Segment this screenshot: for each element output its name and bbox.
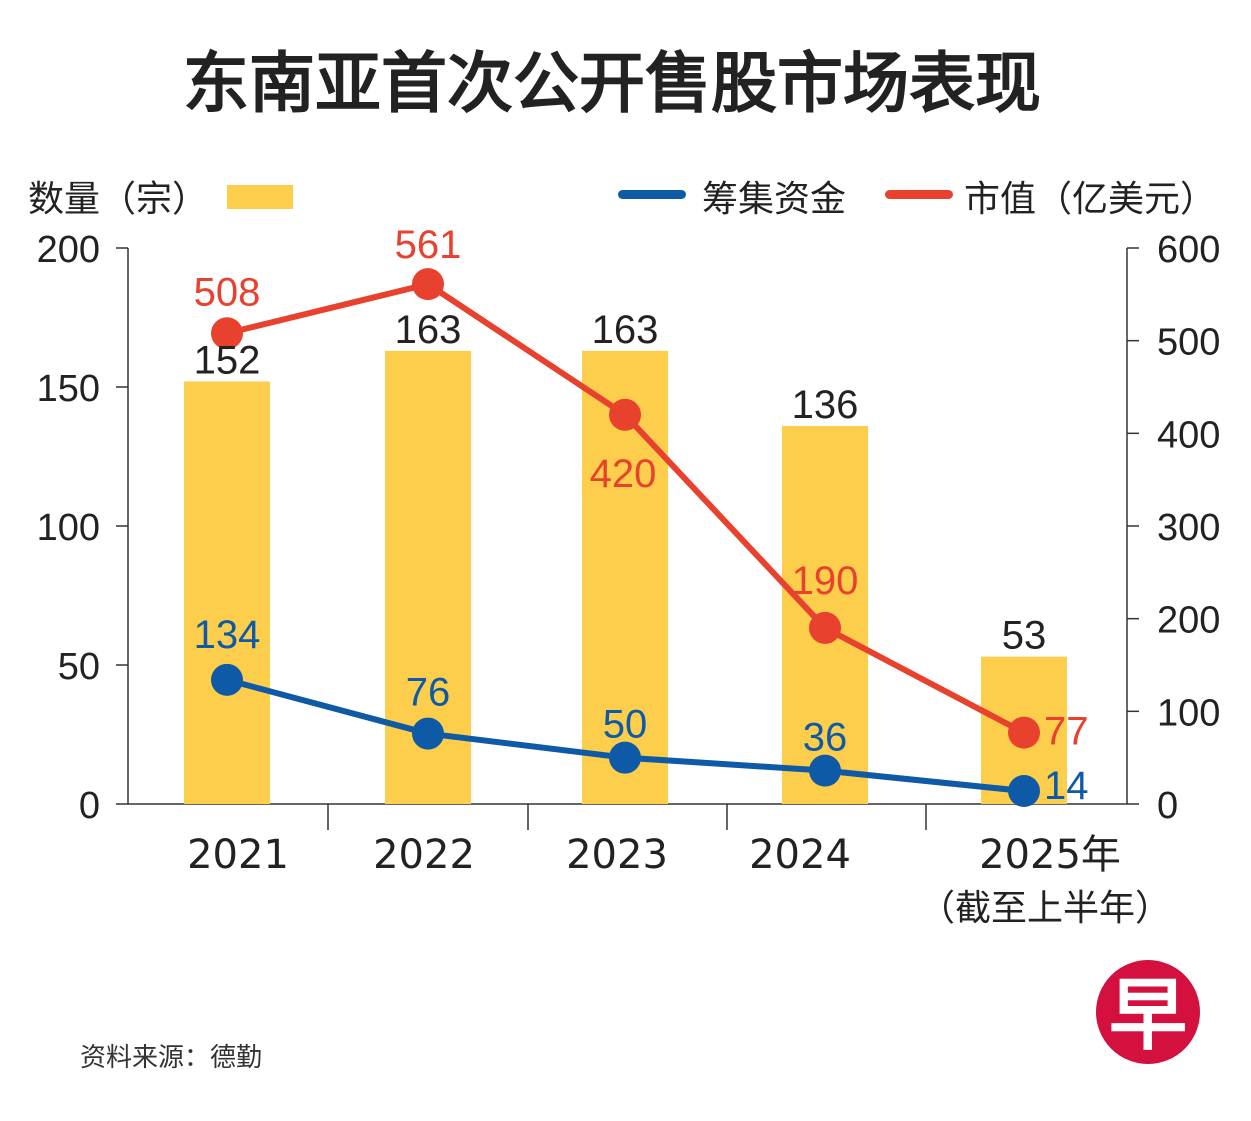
labels: 152 163 163 136 53 134 76 50 36 14 508 561 420 190 77 [194, 223, 1089, 808]
lines [211, 268, 1040, 808]
right-tick-label: 100 [1157, 692, 1220, 734]
legend-count-swatch [227, 185, 293, 209]
category-label: 2022 [373, 832, 475, 878]
funds-label: 36 [803, 716, 848, 760]
count-label: 152 [194, 338, 261, 382]
count-bar [184, 381, 270, 804]
marketcap-point [809, 611, 841, 644]
right-tick-label: 0 [1157, 785, 1178, 827]
count-label: 53 [1002, 614, 1047, 658]
left-tick-label: 0 [79, 785, 100, 827]
right-tick-label: 600 [1157, 229, 1220, 271]
category-label: 2023 [566, 832, 668, 878]
legend-count-label: 数量（宗） [28, 179, 208, 220]
funds-label: 14 [1044, 764, 1089, 808]
funds-point [609, 741, 641, 774]
legend-funds-label: 筹集资金 [702, 179, 846, 220]
funds-point [1008, 775, 1040, 808]
logo-circle [1096, 960, 1200, 1064]
category-note: （截至上半年） [919, 888, 1171, 929]
category-label: 2025年 [979, 832, 1121, 878]
category-label: 2021 [187, 832, 289, 878]
right-tick-label: 300 [1157, 507, 1220, 549]
count-label: 163 [395, 308, 462, 352]
left-tick-label: 200 [37, 229, 100, 271]
funds-label: 76 [406, 671, 451, 715]
source-note: 资料来源：德勤 [80, 1043, 262, 1073]
marketcap-point [211, 317, 243, 350]
marketcap-label: 508 [194, 270, 261, 314]
marketcap-label: 420 [590, 452, 657, 496]
funds-label: 134 [194, 613, 261, 657]
funds-point [809, 754, 841, 787]
funds-point [211, 663, 243, 696]
logo-text: 早 [1109, 971, 1187, 1061]
legend-marketcap-label: 市值（亿美元） [964, 179, 1216, 220]
right-tick-label: 500 [1157, 322, 1220, 364]
left-tick-label: 50 [58, 646, 100, 688]
count-label: 163 [592, 308, 659, 352]
right-tick-label: 200 [1157, 600, 1220, 642]
left-tick-label: 100 [37, 507, 100, 549]
marketcap-label: 77 [1044, 710, 1089, 754]
funds-label: 50 [603, 703, 648, 747]
marketcap-point [1008, 716, 1040, 749]
right-tick-label: 400 [1157, 414, 1220, 456]
funds-point [412, 717, 444, 750]
logo: 早 [1096, 960, 1200, 1064]
legend-marketcap-swatch [885, 190, 953, 199]
left-tick-label: 150 [37, 368, 100, 410]
count-label: 136 [792, 383, 859, 427]
legend-funds-swatch [618, 190, 686, 199]
marketcap-label: 190 [792, 559, 859, 603]
marketcap-point [609, 398, 641, 431]
category-label: 2024 [749, 832, 851, 878]
marketcap-label: 561 [395, 223, 462, 267]
marketcap-point [412, 268, 444, 301]
axes: 0 50 100 150 200 0 100 200 300 400 500 600 2021 2022 2… [37, 229, 1221, 878]
chart-title: 东南亚首次公开售股市场表现 [183, 45, 1041, 122]
